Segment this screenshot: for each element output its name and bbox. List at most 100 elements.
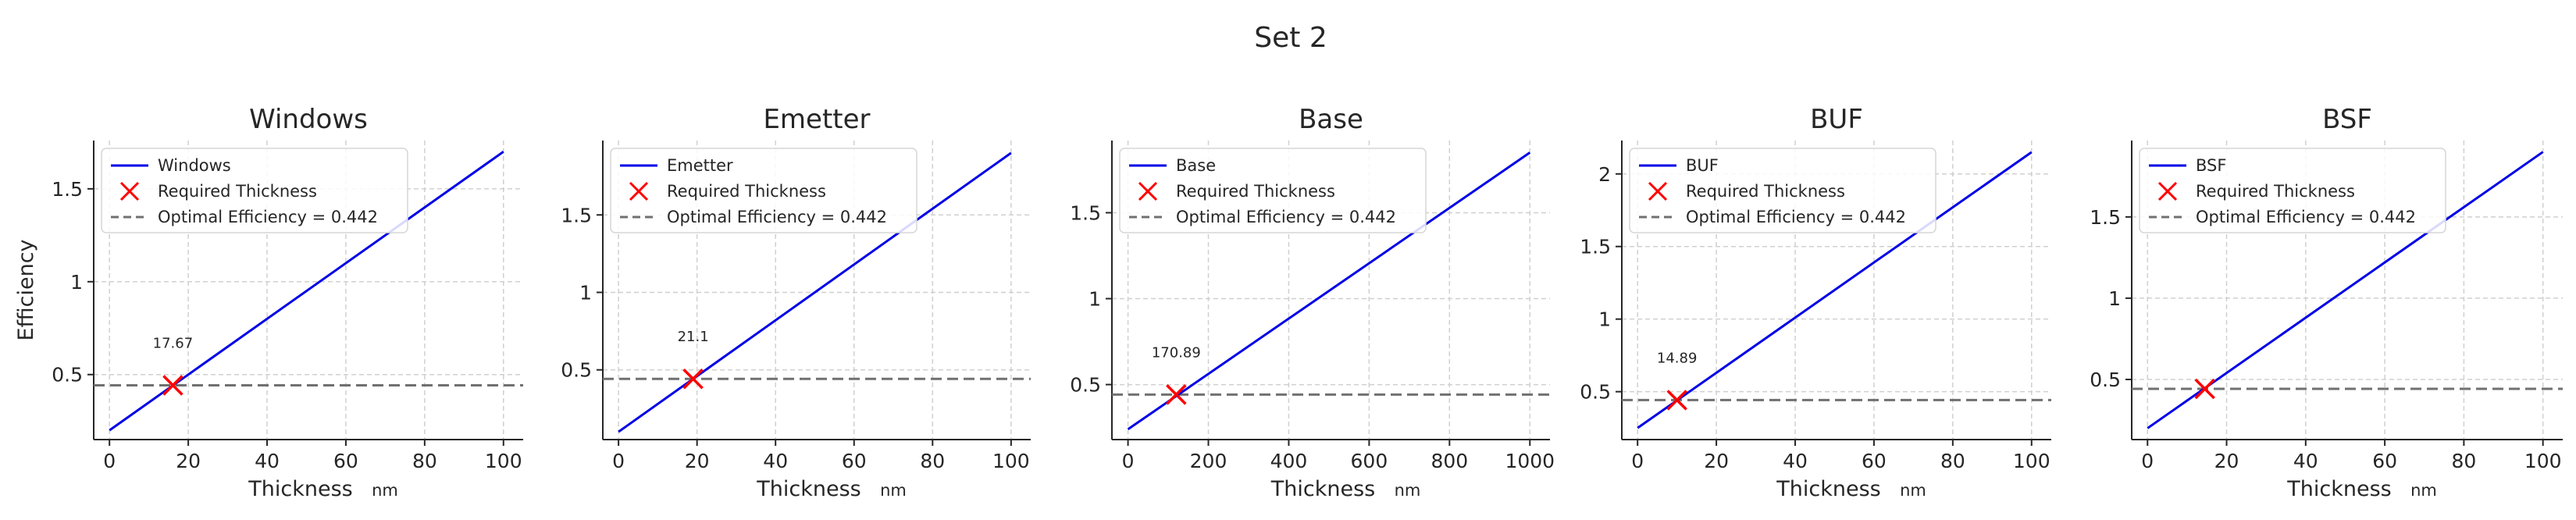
marker-stroke: [1166, 384, 1187, 405]
legend-item-optimal: Optimal Efficiency = 0.442: [1686, 208, 1906, 226]
x-axis-label: Thickness: [1776, 477, 1880, 501]
x-tick-label: 400: [1270, 450, 1308, 472]
subplot-bsf: 0 20 40 60 80 100 0.5 1 1.5 BSF Thickness nm BSF Requ…: [2090, 104, 2563, 501]
x-axis-unit: nm: [2410, 481, 2437, 500]
legend-handle: [1138, 181, 1158, 201]
subplot-emetter: 0 20 40 60 80 100 0.5 1 1.5 21.1 Emetter Thickness n…: [561, 104, 1031, 501]
legend: BSF Required Thickness Optimal Efficiency …: [2139, 148, 2446, 233]
legend-frame: [610, 148, 917, 233]
y-tick-label: 0.5: [1070, 374, 1101, 397]
x-axis-label: Thickness: [756, 477, 860, 501]
x-axis-unit: nm: [372, 481, 398, 500]
x-tick-label: 60: [1862, 450, 1887, 472]
x-tick-label: 60: [842, 450, 867, 472]
y-tick-label: 0.5: [2090, 369, 2121, 391]
legend-item-required: Required Thickness: [1686, 182, 1845, 201]
marker-stroke: [682, 368, 704, 390]
subplot-windows: 0 20 40 60 80 100 0.5 1 1.5 17.67 Windows Thickness…: [14, 104, 523, 501]
x-tick-label: 100: [2013, 450, 2050, 472]
x-tick-label: 80: [2451, 450, 2476, 472]
legend-handle: [2157, 181, 2178, 201]
legend-handle: [629, 181, 649, 201]
required-thickness-marker: [2194, 378, 2215, 400]
legend-item-required: Required Thickness: [2196, 182, 2355, 201]
x-axis-label: Thickness: [2286, 477, 2391, 501]
x-tick-label: 40: [255, 450, 280, 472]
legend-item-optimal: Optimal Efficiency = 0.442: [1176, 208, 1396, 226]
legend-item-series: BUF: [1686, 156, 1719, 175]
required-thickness-marker: [162, 375, 183, 396]
legend-item-required: Required Thickness: [158, 182, 317, 201]
series-line-emetter: [618, 151, 1012, 433]
required-thickness-annotation: 21.1: [678, 329, 709, 345]
y-tick-label: 1: [1088, 288, 1101, 311]
legend-item-optimal: Optimal Efficiency = 0.442: [158, 208, 378, 226]
series-line-buf: [1637, 151, 2033, 429]
legend-item-optimal: Optimal Efficiency = 0.442: [667, 208, 887, 226]
legend-item-required: Required Thickness: [1176, 182, 1335, 201]
x-tick-label: 200: [1190, 450, 1227, 472]
x-axis-unit: nm: [1395, 481, 1421, 500]
x-tick-label: 100: [485, 450, 522, 472]
x-tick-label: 20: [685, 450, 710, 472]
required-thickness-marker: [1666, 390, 1687, 411]
y-tick-label: 1.5: [2090, 206, 2121, 229]
x-tick-label: 100: [992, 450, 1030, 472]
x-tick-label: 80: [412, 450, 437, 472]
subplot-title: Windows: [249, 104, 368, 135]
legend: Emetter Required Thickness Optimal Efficie…: [610, 148, 917, 233]
legend-item-required: Required Thickness: [667, 182, 826, 201]
x-tick-label: 60: [333, 450, 358, 472]
legend: BUF Required Thickness Optimal Efficiency …: [1629, 148, 1936, 233]
x-tick-label: 40: [2293, 450, 2318, 472]
y-tick-label: 2: [1598, 163, 1611, 186]
legend-frame: [101, 148, 408, 233]
x-tick-label: 0: [1122, 450, 1135, 472]
marker-stroke: [1666, 390, 1687, 411]
y-tick-label: 1.5: [1070, 201, 1101, 224]
legend-item-series: Base: [1176, 156, 1216, 175]
x-tick-label: 0: [612, 450, 625, 472]
legend: Windows Required Thickness Optimal Efficie…: [101, 148, 408, 233]
x-tick-label: 20: [176, 450, 201, 472]
required-thickness-annotation: 17.67: [153, 336, 194, 352]
y-tick-label: 0.5: [52, 364, 83, 386]
x-axis-unit: nm: [880, 481, 907, 500]
required-thickness-annotation: 14.89: [1657, 350, 1698, 366]
y-tick-label: 1: [1598, 308, 1611, 331]
y-tick-label: 1: [70, 271, 83, 294]
required-thickness-annotation: 170.89: [1152, 344, 1201, 361]
legend-item-series: Windows: [158, 156, 231, 175]
marker-stroke: [162, 375, 183, 396]
x-tick-label: 600: [1351, 450, 1388, 472]
legend: Base Required Thickness Optimal Efficiency…: [1119, 148, 1427, 233]
y-tick-label: 0.5: [561, 359, 592, 382]
required-thickness-marker: [682, 368, 704, 390]
x-tick-label: 1000: [1505, 450, 1555, 472]
legend-frame: [1119, 148, 1427, 233]
x-tick-label: 0: [1631, 450, 1644, 472]
series-line-base: [1127, 151, 1531, 431]
subplot-base: 0 200 400 600 800 1000 0.5 1 1.5 170.89 Base Thickn…: [1070, 104, 1555, 501]
subplots: 0 20 40 60 80 1000.511.517.67WindowsThickness…: [14, 104, 2563, 501]
subplot-title: BUF: [1810, 104, 1863, 135]
y-axis-label: Efficiency: [14, 239, 38, 340]
y-tick-label: 1.5: [561, 204, 592, 226]
y-tick-label: 0.5: [1580, 381, 1611, 404]
marker-stroke: [2194, 378, 2215, 400]
subplot-title: BSF: [2322, 104, 2372, 135]
x-tick-label: 800: [1431, 450, 1468, 472]
y-tick-label: 1: [579, 281, 592, 304]
legend-item-series: Emetter: [667, 156, 733, 175]
subplot-buf: 0 20 40 60 80 100 0.5 1 1.5 2 14.89 BUF Thickness nm B…: [1580, 104, 2051, 501]
x-tick-label: 80: [920, 450, 945, 472]
legend-item-optimal: Optimal Efficiency = 0.442: [2196, 208, 2416, 226]
x-tick-label: 80: [1940, 450, 1965, 472]
x-tick-label: 100: [2524, 450, 2562, 472]
y-tick-label: 1: [2108, 287, 2121, 310]
x-tick-label: 20: [1704, 450, 1729, 472]
figure-suptitle: Set 2: [1254, 22, 1327, 54]
x-axis-label: Thickness: [1270, 477, 1375, 501]
x-tick-label: 60: [2372, 450, 2397, 472]
legend-handle: [119, 181, 140, 201]
